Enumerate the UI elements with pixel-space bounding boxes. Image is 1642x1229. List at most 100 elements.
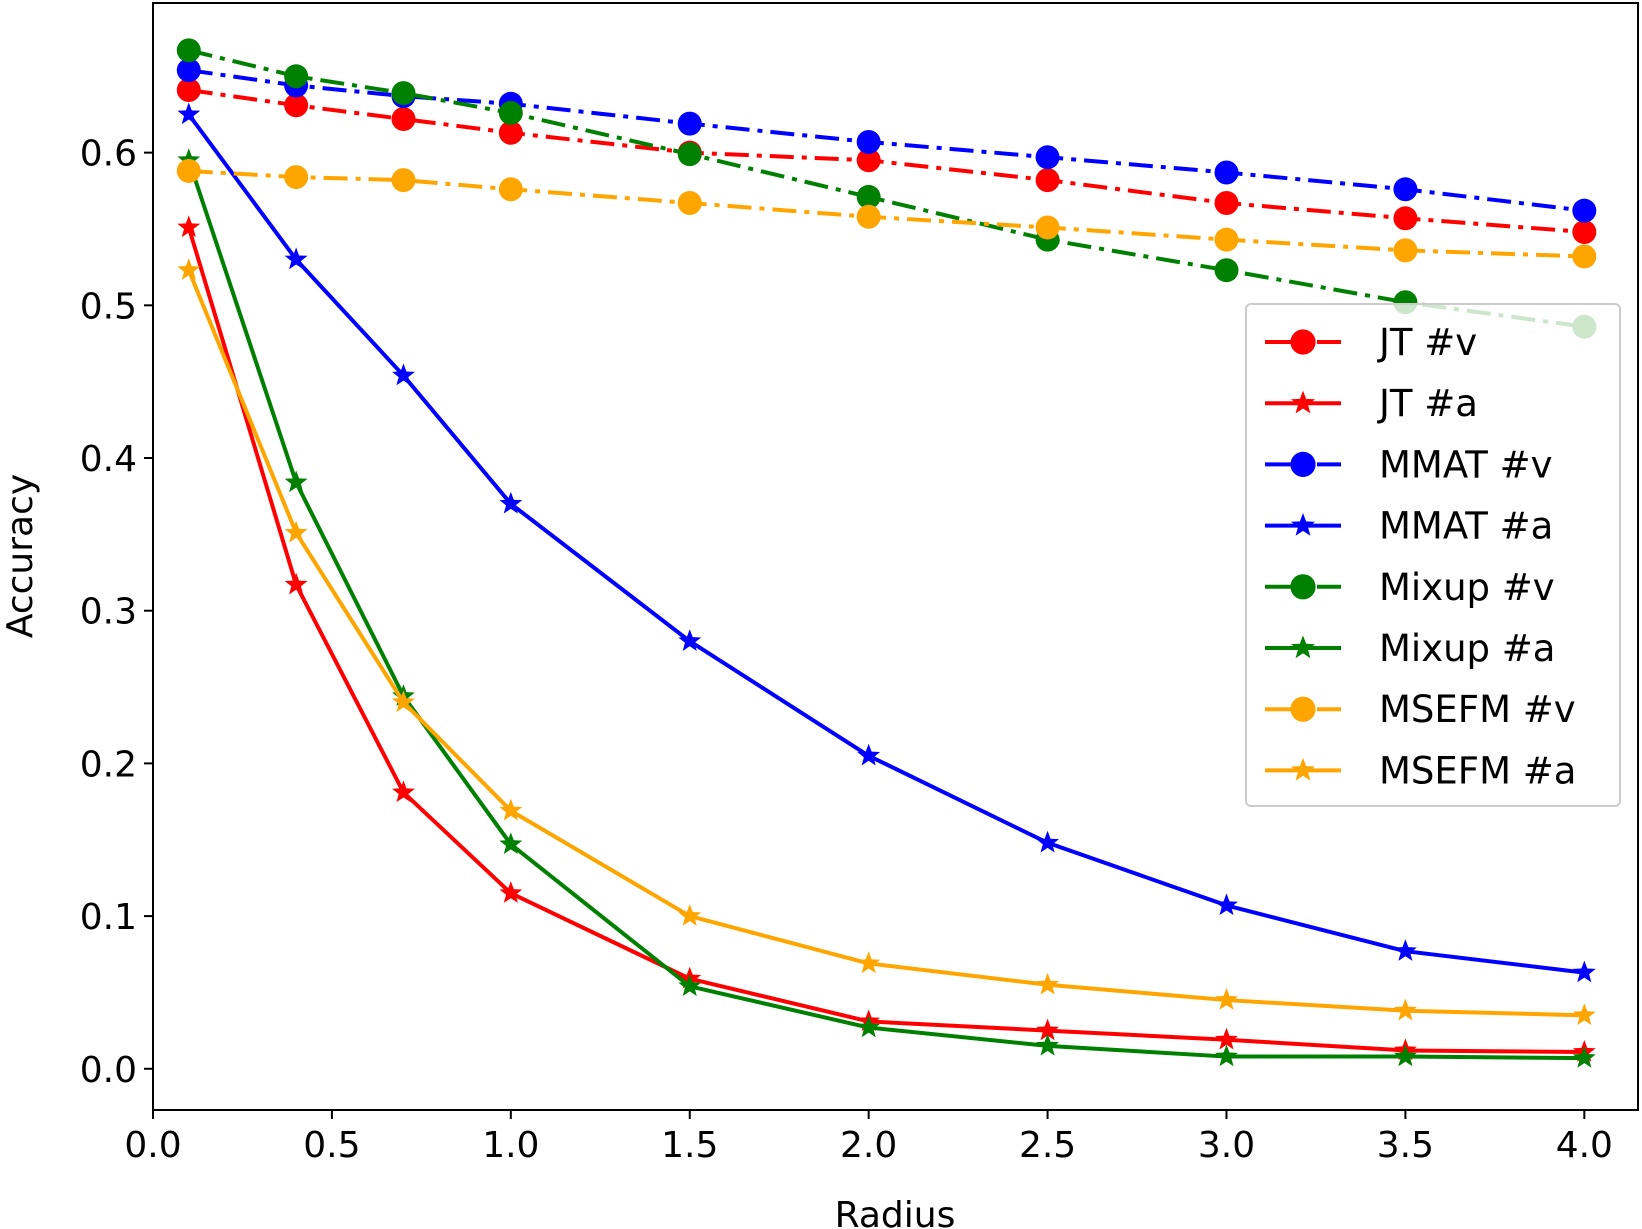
- legend-entry: JT #v: [1265, 321, 1477, 364]
- legend-entry: Mixup #a: [1265, 627, 1555, 670]
- legend-marker: [1291, 757, 1315, 781]
- data-point: [1214, 258, 1239, 283]
- legend-entry: MSEFM #a: [1265, 749, 1576, 792]
- data-point: [856, 129, 881, 154]
- data-point: [1214, 227, 1239, 252]
- data-point: [1036, 1018, 1059, 1041]
- data-point: [176, 158, 201, 183]
- data-point: [857, 743, 881, 766]
- legend-label: Mixup #a: [1379, 627, 1555, 670]
- x-tick-label: 3.5: [1377, 1125, 1434, 1166]
- x-tick-label: 2.0: [840, 1125, 897, 1166]
- legend-entry: MSEFM #v: [1265, 688, 1576, 731]
- y-tick-label: 0.5: [80, 286, 137, 327]
- plot-series: [176, 38, 1597, 1068]
- x-tick-label: 3.0: [1198, 1125, 1255, 1166]
- plot-frame: [152, 2, 1639, 1111]
- legend-marker: [1291, 635, 1315, 659]
- series-line: [188, 68, 1585, 213]
- data-point: [677, 191, 702, 216]
- y-tick-label: 0.3: [80, 592, 137, 633]
- x-tick-label: 0.5: [303, 1125, 360, 1166]
- data-point: [498, 100, 523, 125]
- y-axis: 0.0 0.1 0.2 0.3 0.4 0.5 0.6: [80, 134, 153, 1091]
- data-point: [176, 38, 201, 63]
- y-axis-title: Accuracy: [0, 474, 41, 638]
- x-tick-label: 4.0: [1556, 1125, 1613, 1166]
- data-point: [678, 904, 702, 926]
- data-point: [499, 881, 523, 903]
- legend-label: MMAT #v: [1379, 443, 1553, 486]
- legend-entry: MMAT #v: [1265, 443, 1553, 486]
- data-point: [1215, 1044, 1238, 1067]
- data-point: [499, 798, 523, 821]
- data-point: [1036, 1033, 1059, 1056]
- series-line: [188, 88, 1585, 235]
- data-point: [391, 168, 416, 193]
- y-tick-label: 0.0: [80, 1050, 137, 1091]
- data-point: [1215, 893, 1238, 916]
- legend-marker: [1290, 574, 1316, 600]
- data-point: [857, 1015, 881, 1038]
- data-point: [1572, 198, 1597, 223]
- series-line: [186, 269, 1585, 1018]
- data-point: [1035, 145, 1060, 170]
- data-point: [284, 572, 308, 595]
- data-point: [1035, 168, 1060, 193]
- data-point: [856, 148, 881, 173]
- legend-label: MMAT #a: [1379, 505, 1553, 548]
- series-7: [177, 258, 1596, 1026]
- legend-marker: [1290, 696, 1316, 722]
- data-point: [677, 142, 702, 167]
- data-point: [856, 204, 881, 229]
- series-line: [187, 113, 1585, 975]
- y-tick-label: 0.4: [80, 439, 137, 480]
- data-point: [1035, 215, 1060, 240]
- x-axis-title: Radius: [835, 1195, 956, 1229]
- legend-label: MSEFM #v: [1379, 688, 1576, 731]
- data-point: [1394, 1044, 1417, 1067]
- series-6: [176, 158, 1597, 269]
- legend-marker: [1291, 513, 1315, 536]
- legend-box: [1245, 303, 1621, 807]
- x-tick-label: 2.5: [1019, 1125, 1076, 1166]
- data-point: [1572, 244, 1597, 269]
- data-point: [1393, 177, 1418, 202]
- data-point: [1215, 988, 1238, 1010]
- legend: JT #v JT #a MMAT #v MMAT #a Mixup #v Mixup #a…: [1245, 303, 1621, 807]
- data-point: [1214, 191, 1239, 216]
- data-point: [856, 184, 881, 209]
- legend-marker: [1290, 451, 1316, 477]
- data-point: [1394, 998, 1417, 1021]
- data-point: [857, 951, 881, 974]
- legend-label: MSEFM #a: [1379, 749, 1576, 792]
- data-point: [1393, 238, 1418, 263]
- data-point: [391, 81, 416, 106]
- data-point: [677, 111, 702, 136]
- data-point: [1572, 1046, 1596, 1068]
- data-point: [177, 215, 201, 238]
- data-point: [1572, 220, 1597, 245]
- data-point: [1394, 939, 1417, 961]
- data-point: [177, 258, 201, 280]
- data-point: [678, 974, 702, 997]
- legend-label: Mixup #v: [1379, 566, 1555, 609]
- data-point: [284, 93, 309, 118]
- legend-label: JT #a: [1377, 382, 1478, 425]
- y-tick-label: 0.2: [80, 744, 137, 785]
- data-point: [678, 629, 702, 651]
- data-point: [392, 690, 415, 713]
- legend-marker: [1290, 329, 1316, 355]
- legend-label: JT #v: [1377, 321, 1477, 364]
- data-point: [1036, 972, 1059, 995]
- data-point: [284, 470, 308, 493]
- data-point: [499, 832, 523, 855]
- series-line: [188, 168, 1585, 259]
- data-point: [284, 165, 309, 190]
- x-tick-label: 1.5: [661, 1125, 718, 1166]
- legend-entry: JT #a: [1265, 382, 1478, 425]
- data-point: [1572, 960, 1596, 983]
- data-point: [499, 491, 523, 514]
- data-point: [284, 520, 308, 543]
